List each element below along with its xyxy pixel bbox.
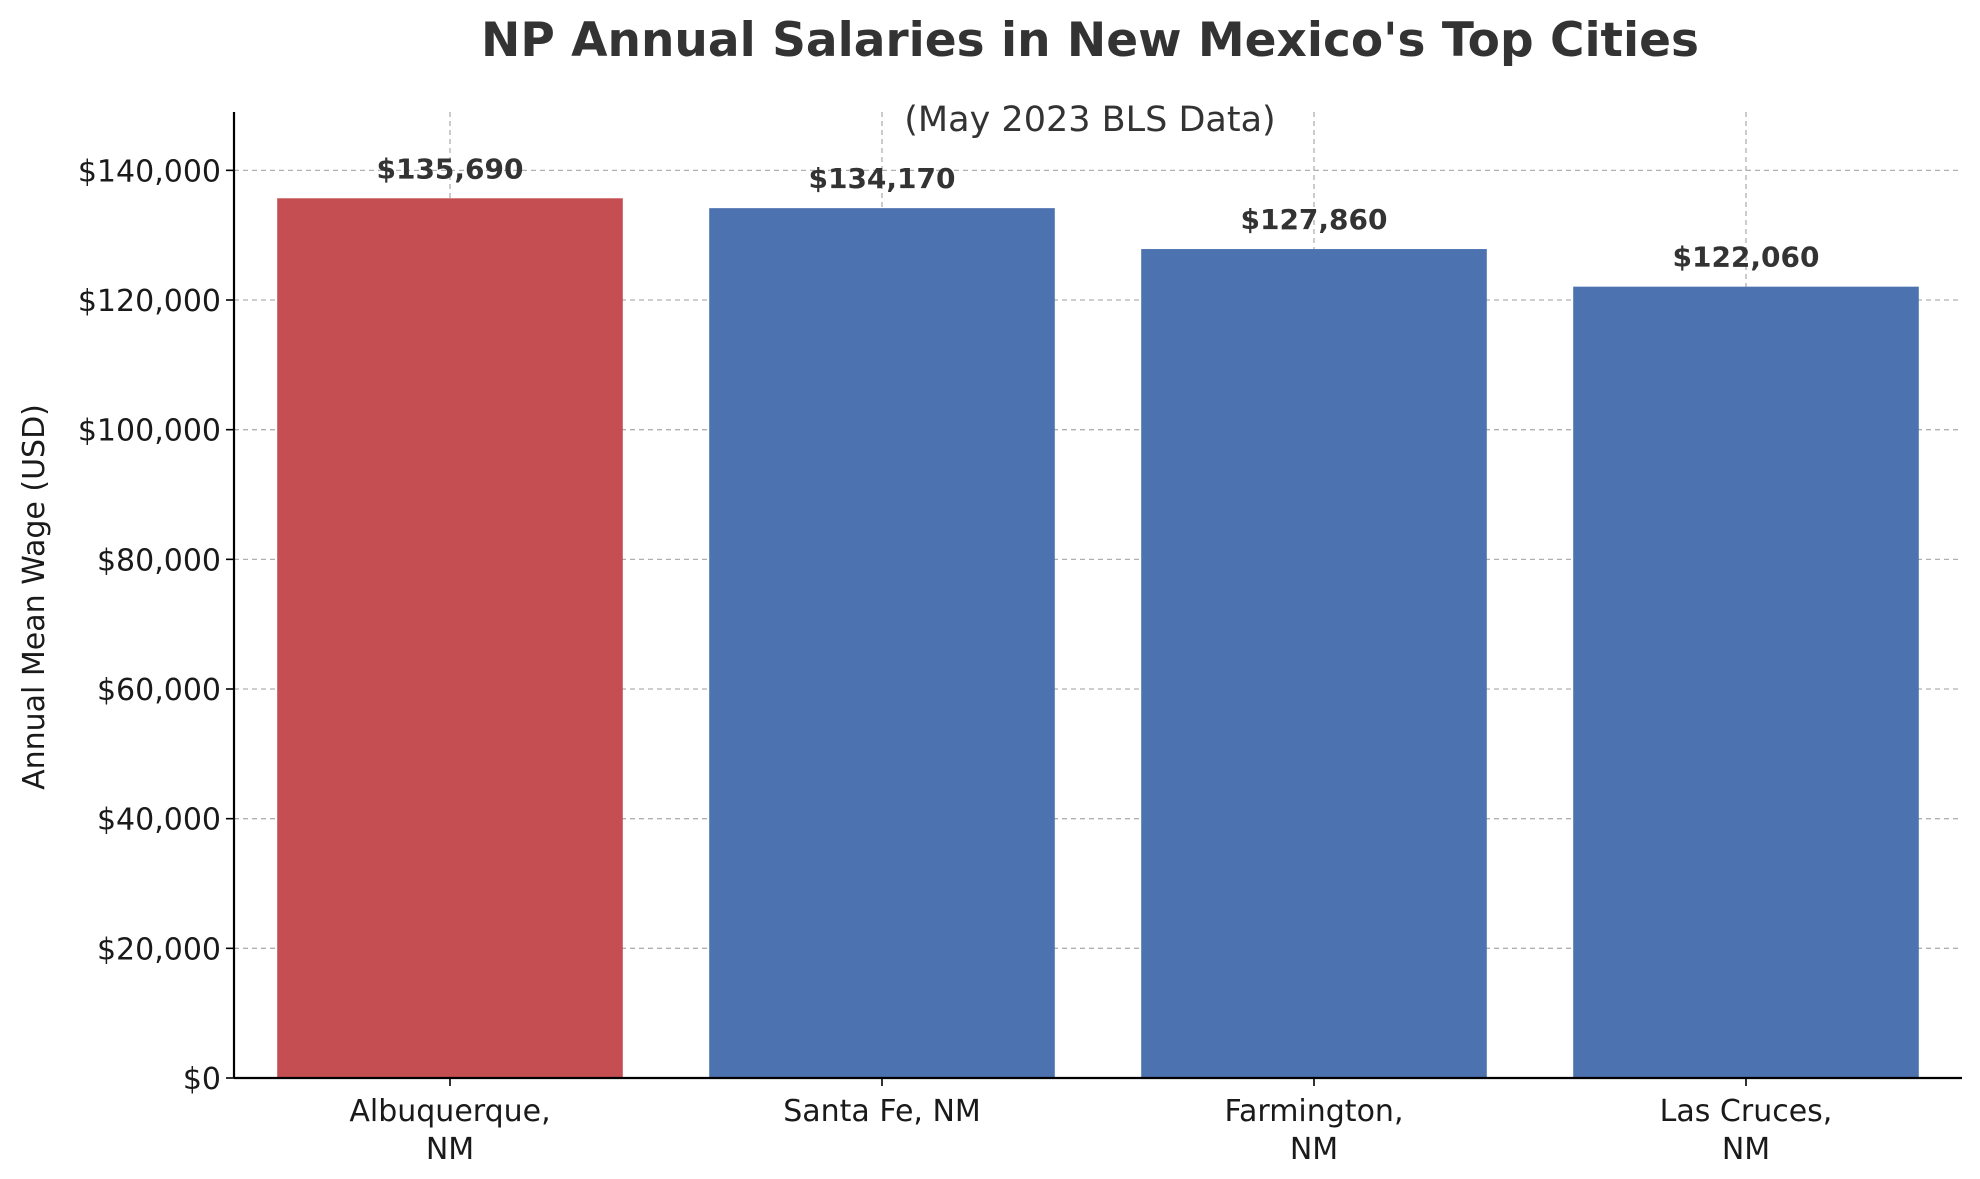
bar bbox=[709, 208, 1055, 1078]
y-tick-label: $80,000 bbox=[97, 543, 221, 578]
y-tick-label: $140,000 bbox=[78, 154, 221, 189]
y-tick-label: $100,000 bbox=[78, 414, 221, 449]
x-tick-label: NM bbox=[1290, 1132, 1338, 1167]
labels: $0 $20,000 $40,000 $60,000 $80,000 $100,000 $1… bbox=[78, 152, 1833, 1167]
bar bbox=[277, 198, 623, 1078]
y-tick-label: $0 bbox=[183, 1062, 221, 1097]
data-label: $127,860 bbox=[1240, 203, 1387, 236]
y-tick-label: $40,000 bbox=[97, 803, 221, 838]
x-tick-label: Albuquerque, bbox=[349, 1094, 550, 1129]
x-tick-label: NM bbox=[426, 1132, 474, 1167]
chart-title: NP Annual Salaries in New Mexico's Top C… bbox=[481, 13, 1699, 68]
axes bbox=[226, 112, 1962, 1086]
bar bbox=[1141, 249, 1487, 1078]
bar bbox=[1573, 286, 1919, 1079]
data-label: $134,170 bbox=[808, 162, 955, 195]
y-tick-label: $120,000 bbox=[78, 284, 221, 319]
bars bbox=[277, 198, 1919, 1079]
x-tick-label: Farmington, bbox=[1225, 1094, 1404, 1129]
y-tick-label: $20,000 bbox=[97, 932, 221, 967]
chart-subtitle: (May 2023 BLS Data) bbox=[904, 100, 1275, 140]
x-tick-label: Santa Fe, NM bbox=[783, 1094, 981, 1129]
y-axis-label: Annual Mean Wage (USD) bbox=[17, 404, 52, 790]
x-tick-label: NM bbox=[1722, 1132, 1770, 1167]
data-label: $122,060 bbox=[1672, 241, 1819, 274]
y-tick-label: $60,000 bbox=[97, 673, 221, 708]
x-tick-label: Las Cruces, bbox=[1660, 1094, 1833, 1129]
data-label: $135,690 bbox=[376, 152, 523, 185]
